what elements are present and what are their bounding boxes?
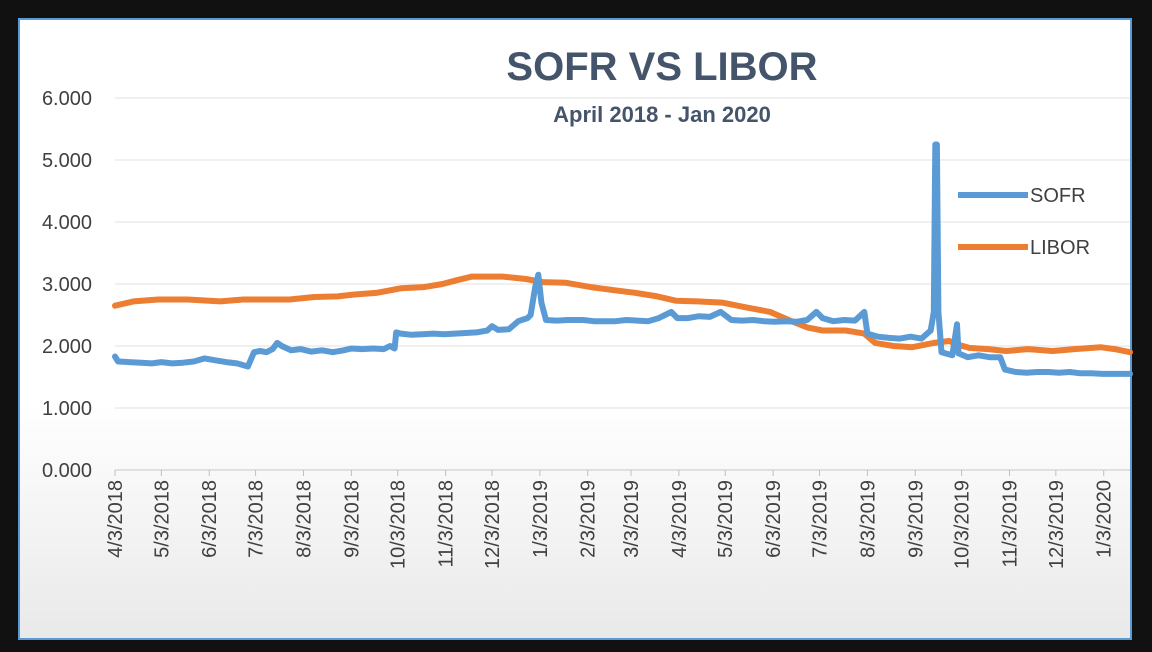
chart-frame: SOFR VS LIBOR April 2018 - Jan 2020 0.00… xyxy=(18,18,1133,640)
x-tick-label: 11/3/2018 xyxy=(436,480,458,568)
chart: SOFR VS LIBOR April 2018 - Jan 2020 0.00… xyxy=(42,45,1133,569)
x-tick-label: 10/3/2019 xyxy=(952,480,974,569)
x-tick-label: 4/3/2018 xyxy=(105,480,127,558)
x-tick-label: 10/3/2018 xyxy=(388,480,410,569)
x-tick-label: 1/3/2019 xyxy=(530,480,552,558)
x-tick-label: 6/3/2019 xyxy=(763,480,785,558)
x-tick-label: 9/3/2019 xyxy=(905,480,927,558)
y-tick-label: 5.000 xyxy=(42,150,92,172)
chart-title: SOFR VS LIBOR xyxy=(506,45,817,89)
x-tick-label: 12/3/2019 xyxy=(1046,480,1068,569)
x-tick-label: 6/3/2018 xyxy=(199,480,221,558)
x-tick-label: 5/3/2018 xyxy=(151,480,173,558)
gridlines xyxy=(115,97,1130,471)
x-tick-label: 8/3/2018 xyxy=(293,480,315,558)
legend: SOFR LIBOR xyxy=(958,185,1090,259)
x-tick-label: 4/3/2019 xyxy=(669,480,691,558)
x-tick-label: 9/3/2018 xyxy=(341,480,363,558)
x-tick-label: 12/3/2018 xyxy=(482,480,504,569)
x-tick-label: 7/3/2018 xyxy=(246,480,268,558)
y-tick-label: 0.000 xyxy=(42,460,92,482)
x-tick-label: 7/3/2019 xyxy=(809,480,831,558)
legend-label-libor: LIBOR xyxy=(1030,237,1090,259)
x-tick-label: 2/3/2019 xyxy=(578,480,600,558)
y-tick-label: 2.000 xyxy=(42,336,92,358)
y-tick-label: 4.000 xyxy=(42,212,92,234)
x-tick-label: 8/3/2019 xyxy=(857,480,879,558)
y-tick-label: 3.000 xyxy=(42,274,92,296)
chart-subtitle: April 2018 - Jan 2020 xyxy=(553,102,771,127)
x-tick-label: 5/3/2019 xyxy=(715,480,737,558)
x-axis-ticks: 4/3/2018 5/3/2018 6/3/2018 7/3/2018 8/3/2018… xyxy=(105,470,1116,569)
series-line-sofr xyxy=(112,141,1133,377)
y-tick-label: 6.000 xyxy=(42,88,92,110)
series-lines xyxy=(112,141,1133,377)
x-tick-label: 1/3/2020 xyxy=(1094,480,1116,558)
x-tick-label: 11/3/2019 xyxy=(999,480,1021,568)
legend-label-sofr: SOFR xyxy=(1030,185,1086,207)
x-tick-label: 3/3/2019 xyxy=(621,480,643,558)
y-tick-label: 1.000 xyxy=(42,398,92,420)
y-axis-ticks: 0.000 1.000 2.000 3.000 4.000 5.000 6.000 xyxy=(42,88,92,482)
series-line-libor xyxy=(112,273,1133,356)
